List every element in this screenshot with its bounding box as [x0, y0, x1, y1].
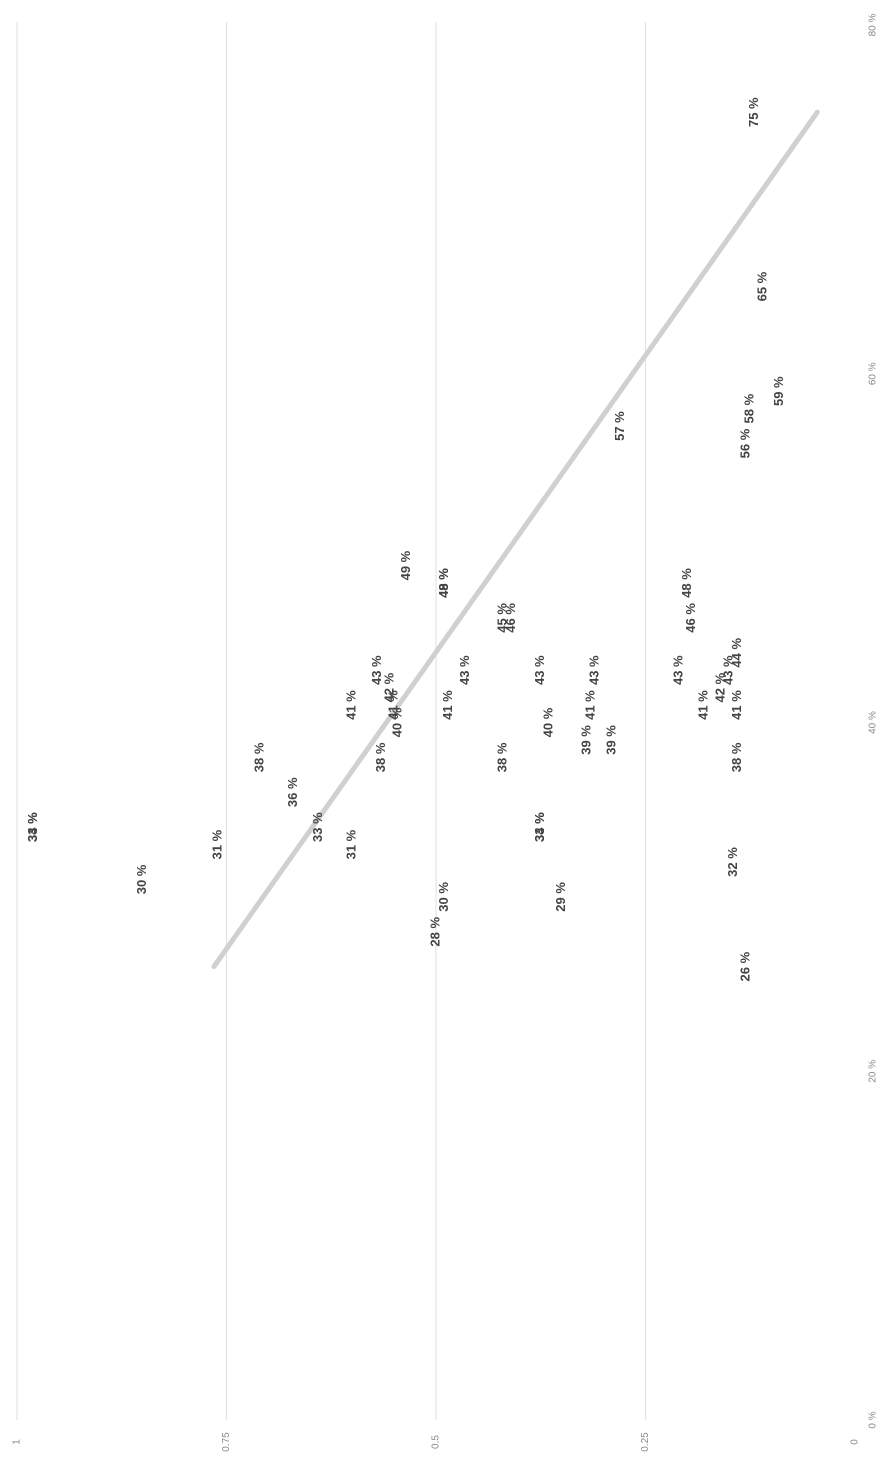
data-label-8: 41 %	[344, 690, 359, 720]
data-label-26: 34 %	[532, 812, 547, 842]
data-label-19: 41 %	[440, 690, 455, 720]
y-axis-tick-labels: 0 % 20 % 40 % 60 % 80 %	[868, 13, 879, 1428]
data-label-34: 43 %	[670, 655, 685, 685]
data-label-20: 43 %	[457, 655, 472, 685]
y-tick-label-2: 40 %	[868, 711, 879, 734]
data-label-37: 41 %	[696, 690, 711, 720]
data-label-43: 41 %	[729, 690, 744, 720]
x-tick-label-3: 0.75	[221, 1432, 232, 1452]
data-label-41: 32 %	[725, 847, 740, 877]
data-label-30: 41 %	[582, 690, 597, 720]
data-label-48: 65 %	[754, 271, 769, 301]
y-tick-label-0: 0 %	[868, 1411, 879, 1428]
data-label-45: 56 %	[737, 428, 752, 458]
data-label-14: 49 %	[398, 550, 413, 580]
data-label-15: 28 %	[427, 916, 442, 946]
x-tick-label-2: 0.5	[431, 1435, 442, 1449]
data-label-28: 29 %	[553, 882, 568, 912]
data-label-21: 45 %	[494, 603, 509, 633]
data-label-11: 41 %	[386, 690, 401, 720]
data-label-38: 42 %	[712, 672, 727, 702]
data-label-16: 30 %	[436, 882, 451, 912]
data-label-49: 59 %	[771, 376, 786, 406]
data-label-3: 31 %	[210, 829, 225, 859]
data-label-1: 34 %	[25, 812, 40, 842]
y-tick-label-3: 60 %	[868, 362, 879, 385]
x-tick-label-1: 0.25	[640, 1432, 651, 1452]
data-label-22: 46 %	[503, 603, 518, 633]
y-tick-label-1: 20 %	[868, 1060, 879, 1083]
trendline	[211, 109, 820, 970]
data-label-46: 58 %	[742, 393, 757, 423]
data-label-29: 39 %	[578, 725, 593, 755]
data-label-27: 40 %	[541, 707, 556, 737]
data-label-47: 75 %	[746, 97, 761, 127]
data-label-9: 43 %	[369, 655, 384, 685]
y-tick-label-4: 80 %	[868, 13, 879, 36]
data-label-40: 44 %	[729, 637, 744, 667]
data-labels: 33 %34 %30 %31 %38 %36 %33 %31 %41 %43 %…	[25, 97, 786, 982]
x-tick-label-0: 0	[850, 1439, 861, 1445]
data-label-44: 26 %	[737, 951, 752, 981]
data-label-0: 33 %	[25, 812, 40, 842]
data-label-18: 49 %	[436, 568, 451, 598]
data-label-31: 43 %	[587, 655, 602, 685]
data-label-7: 31 %	[344, 829, 359, 859]
gridlines	[16, 22, 647, 1420]
data-label-13: 38 %	[373, 742, 388, 772]
data-label-5: 36 %	[285, 777, 300, 807]
data-label-10: 42 %	[381, 672, 396, 702]
data-label-33: 57 %	[612, 411, 627, 441]
data-label-4: 38 %	[251, 742, 266, 772]
data-label-2: 30 %	[134, 864, 149, 894]
data-label-42: 38 %	[729, 742, 744, 772]
data-label-24: 43 %	[532, 655, 547, 685]
data-label-6: 33 %	[310, 812, 325, 842]
data-label-17: 48 %	[436, 568, 451, 598]
data-label-36: 46 %	[683, 603, 698, 633]
data-label-25: 33 %	[532, 812, 547, 842]
data-label-12: 40 %	[390, 707, 405, 737]
data-label-39: 43 %	[721, 655, 736, 685]
data-label-23: 38 %	[494, 742, 509, 772]
data-label-32: 39 %	[603, 725, 618, 755]
x-tick-label-4: 1	[12, 1439, 23, 1445]
x-axis-tick-labels: 0 0.25 0.5 0.75 1	[12, 1432, 861, 1452]
data-label-35: 48 %	[679, 568, 694, 598]
